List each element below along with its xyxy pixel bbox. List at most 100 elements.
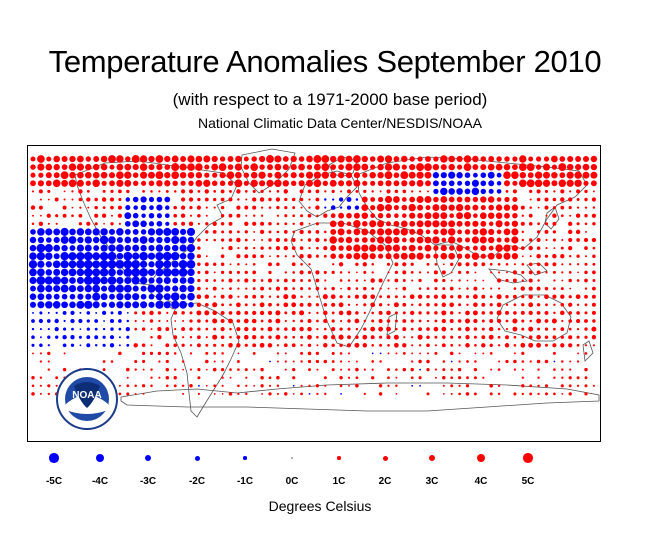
anomaly-dot (560, 327, 565, 331)
anomaly-dot (252, 205, 257, 210)
anomaly-dot (149, 319, 154, 323)
anomaly-dot (260, 327, 264, 331)
anomaly-dot (181, 221, 186, 226)
anomaly-dot (30, 285, 36, 292)
anomaly-dot (164, 285, 171, 292)
anomaly-dot (180, 228, 187, 235)
anomaly-dot (46, 319, 51, 323)
anomaly-dot (584, 392, 588, 396)
anomaly-dot (102, 206, 106, 209)
anomaly-dot (458, 279, 461, 282)
anomaly-dot (323, 270, 327, 274)
anomaly-dot (170, 292, 180, 301)
anomaly-dot (584, 197, 588, 202)
anomaly-dot (440, 212, 448, 220)
anomaly-dot (465, 237, 470, 243)
anomaly-dot (77, 171, 84, 179)
anomaly-dot (267, 164, 273, 171)
anomaly-dot (393, 334, 399, 340)
anomaly-dot (449, 286, 454, 291)
anomaly-dot (457, 327, 462, 331)
anomaly-dot (592, 190, 595, 193)
anomaly-dot (371, 360, 375, 363)
anomaly-dot (284, 360, 287, 363)
anomaly-dot (324, 206, 327, 209)
anomaly-dot (99, 235, 109, 245)
anomaly-dot (221, 393, 224, 395)
anomaly-dot (402, 311, 406, 315)
anomaly-dot (31, 222, 35, 226)
anomaly-dot (504, 212, 510, 219)
anomaly-dot (284, 335, 288, 339)
anomaly-dot (173, 368, 177, 371)
anomaly-dot (393, 156, 400, 162)
anomaly-dot (568, 197, 573, 202)
anomaly-dot (434, 351, 438, 355)
anomaly-dot (322, 180, 328, 186)
anomaly-dot (489, 392, 493, 396)
anomaly-dot (108, 284, 116, 293)
anomaly-dot (488, 245, 494, 251)
anomaly-dot (568, 295, 572, 299)
anomaly-dot (252, 303, 256, 307)
anomaly-dot (299, 326, 304, 332)
anomaly-dot (63, 190, 66, 193)
anomaly-dot (126, 312, 129, 314)
anomaly-dot (521, 255, 524, 258)
anomaly-dot (448, 220, 456, 228)
anomaly-dot (488, 221, 494, 227)
anomaly-dot (458, 311, 461, 315)
anomaly-dot (100, 228, 108, 236)
anomaly-dot (71, 206, 74, 209)
anomaly-dot (474, 360, 477, 363)
anomaly-dot (108, 155, 116, 163)
legend-label: -5C (45, 476, 63, 487)
anomaly-dot (569, 368, 572, 371)
anomaly-dot (62, 213, 67, 218)
anomaly-dot (584, 327, 588, 331)
anomaly-dot (275, 334, 281, 340)
anomaly-dot (179, 293, 187, 300)
anomaly-dot (338, 334, 344, 340)
anomaly-dot (394, 278, 399, 283)
anomaly-dot (131, 260, 140, 269)
legend-swatch (243, 456, 247, 460)
anomaly-dot (171, 155, 179, 163)
anomaly-dot (313, 179, 322, 188)
anomaly-dot (576, 189, 581, 194)
anomaly-dot (345, 155, 353, 163)
anomaly-dot (347, 368, 351, 371)
anomaly-dot (46, 213, 51, 218)
anomaly-dot (552, 253, 557, 259)
anomaly-dot (560, 335, 564, 339)
anomaly-dot (551, 164, 558, 170)
anomaly-dot (69, 293, 76, 300)
anomaly-dot (102, 189, 106, 193)
anomaly-dot (582, 155, 590, 163)
anomaly-dot (464, 188, 471, 195)
anomaly-dot (100, 163, 108, 171)
anomaly-dot (213, 238, 216, 242)
anomaly-dot (234, 163, 243, 171)
anomaly-dot (496, 189, 502, 194)
anomaly-dot (353, 212, 360, 219)
anomaly-dot (511, 244, 519, 252)
anomaly-dot (384, 195, 393, 204)
anomaly-dot (142, 359, 146, 364)
anomaly-dot (324, 279, 327, 282)
anomaly-dot (284, 311, 288, 315)
anomaly-dot (386, 295, 391, 299)
anomaly-dot (338, 180, 345, 187)
anomaly-dot (417, 156, 423, 162)
anomaly-dot (324, 190, 327, 193)
anomaly-dot (552, 294, 557, 299)
anomaly-dot (511, 220, 519, 227)
anomaly-dot (204, 189, 209, 194)
anomaly-dot (166, 320, 169, 322)
anomaly-dot (584, 278, 588, 283)
anomaly-dot (536, 246, 541, 250)
anomaly-dot (300, 295, 303, 298)
anomaly-dot (584, 262, 588, 266)
anomaly-dot (442, 375, 446, 380)
anomaly-dot (197, 213, 201, 218)
